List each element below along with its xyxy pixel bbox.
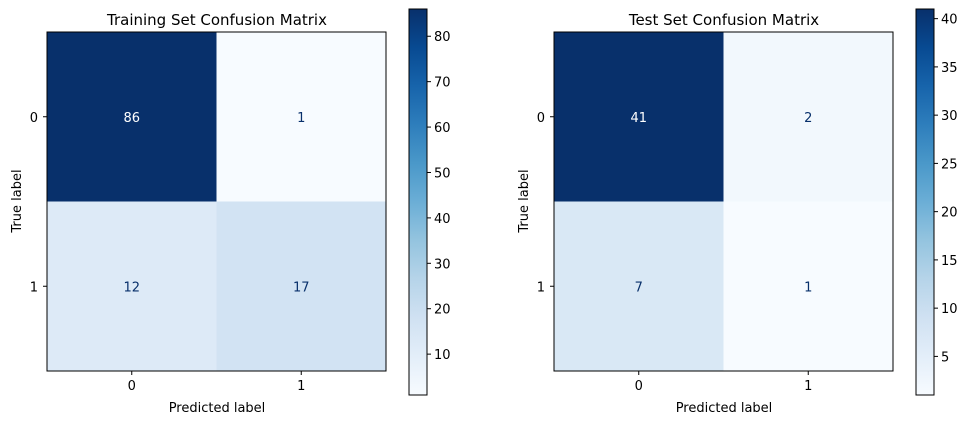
y-axis-label: True label <box>517 169 532 233</box>
colorbar-tick-label: 60 <box>434 121 451 136</box>
y-tick-label: 0 <box>30 111 38 126</box>
heatmap-cell <box>554 201 724 371</box>
colorbar-tick-label: 20 <box>434 303 451 318</box>
plot-frame <box>46 31 387 372</box>
colorbar-tick-label: 80 <box>434 30 451 45</box>
x-axis-label: Predicted label <box>676 401 773 416</box>
chart-title: Training Set Confusion Matrix <box>106 11 327 29</box>
colorbar-tick-label: 40 <box>434 212 451 227</box>
colorbar <box>915 8 935 396</box>
colorbar-tick-label: 25 <box>941 157 958 172</box>
heatmap-cells: 41 2 7 1 <box>554 32 893 371</box>
x-tick-label: 0 <box>128 379 136 394</box>
colorbar <box>408 8 428 396</box>
x-tick-label: 1 <box>297 379 305 394</box>
colorbar-tick-label: 30 <box>434 257 451 272</box>
cell-value-label: 12 <box>123 280 140 295</box>
colorbar-tick-label: 40 <box>941 13 958 28</box>
colorbar-ticks: 5 10 15 20 25 30 35 40 <box>934 13 958 365</box>
colorbar-ticks: 10 20 30 40 50 60 70 80 <box>427 30 451 363</box>
plot-frame <box>553 31 894 372</box>
heatmap-cell <box>47 32 217 202</box>
y-tick-label: 1 <box>537 280 545 295</box>
colorbar-tick-label: 5 <box>941 350 949 365</box>
x-axis-label: Predicted label <box>169 401 266 416</box>
cell-value-label: 7 <box>635 280 643 295</box>
colorbar-tick-label: 35 <box>941 61 958 76</box>
heatmap-cell <box>723 32 893 202</box>
x-tick-label: 1 <box>804 379 812 394</box>
cell-value-label: 2 <box>804 111 812 126</box>
cell-value-label: 1 <box>297 111 305 126</box>
y-axis-ticks: 01 <box>30 111 47 295</box>
y-axis-ticks: 01 <box>537 111 554 295</box>
heatmap-cells: 86 1 12 17 <box>47 32 386 371</box>
cell-value-label: 17 <box>293 280 310 295</box>
heatmap-cell <box>554 32 724 202</box>
colorbar-tick-label: 15 <box>941 254 958 269</box>
heatmap-cell <box>723 201 893 371</box>
colorbar-tick-label: 20 <box>941 206 958 221</box>
colorbar-tick-label: 10 <box>434 348 451 363</box>
y-tick-label: 1 <box>30 280 38 295</box>
x-tick-label: 0 <box>635 379 643 394</box>
colorbar-tick-label: 50 <box>434 166 451 181</box>
heatmap-cell <box>216 32 386 202</box>
heatmap-cell <box>216 201 386 371</box>
cell-value-label: 86 <box>123 111 140 126</box>
y-axis-label: True label <box>10 169 25 233</box>
cell-value-label: 1 <box>804 280 812 295</box>
cell-value-label: 41 <box>630 111 647 126</box>
colorbar-tick-label: 70 <box>434 76 451 91</box>
colorbar-tick-label: 30 <box>941 109 958 124</box>
colorbar-tick-label: 10 <box>941 302 958 317</box>
y-tick-label: 0 <box>537 111 545 126</box>
heatmap-cell <box>47 201 217 371</box>
chart-title: Test Set Confusion Matrix <box>628 11 819 29</box>
